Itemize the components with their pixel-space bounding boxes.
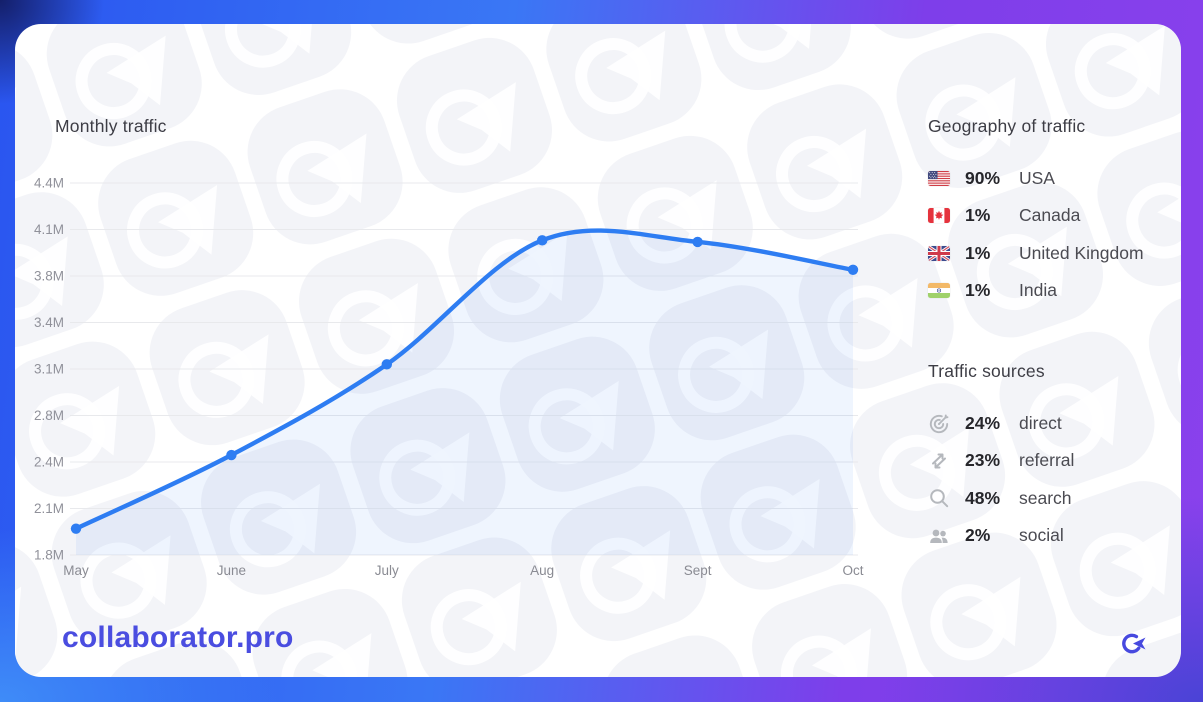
source-percent: 24% — [965, 413, 1001, 434]
monthly-traffic-line-chart: 4.4M 4.1M 3.8M 3.4M 3.1M 2.8M 2.4M 2.1M 1.8M May… — [34, 176, 864, 579]
data-point — [70, 523, 82, 534]
y-axis-tick-labels: 4.4M 4.1M 3.8M 3.4M 3.1M 2.8M 2.4M 2.1M 1.8M — [34, 176, 64, 563]
source-percent: 2% — [965, 525, 991, 546]
data-point — [537, 235, 548, 246]
x-tick-label: Oct — [842, 563, 863, 578]
geo-row-canada: 1% Canada — [928, 197, 1174, 234]
data-point — [381, 359, 392, 370]
traffic-sources-title: Traffic sources — [928, 361, 1045, 381]
canada-flag-icon — [928, 208, 950, 224]
source-label: social — [1019, 525, 1064, 546]
geo-row-uk: 1% United Kingdom — [928, 235, 1174, 272]
search-icon — [928, 487, 950, 509]
y-tick-label: 2.1M — [34, 501, 64, 516]
source-percent: 23% — [965, 450, 1001, 471]
x-tick-label: Aug — [530, 563, 554, 578]
source-row-referral: 23% referral — [928, 442, 1174, 479]
target-icon — [928, 413, 950, 435]
source-label: referral — [1019, 450, 1075, 471]
y-tick-label: 1.8M — [34, 548, 64, 563]
x-tick-label: July — [375, 563, 399, 578]
y-tick-label: 3.1M — [34, 362, 64, 377]
chart-title: Monthly traffic — [55, 116, 167, 136]
geo-label: USA — [1019, 168, 1055, 189]
source-label: direct — [1019, 413, 1062, 434]
y-tick-label: 2.8M — [34, 408, 64, 423]
users-icon — [928, 525, 950, 547]
referral-arrows-icon — [928, 450, 950, 472]
report-card: Monthly traffic 4.4M 4.1M 3.8M 3.4M 3.1M 2.8M… — [15, 24, 1181, 677]
source-row-search: 48% search — [928, 480, 1174, 517]
collaborator-logo-icon — [1122, 633, 1146, 654]
geo-percent: 90% — [965, 168, 1001, 189]
data-point — [847, 264, 859, 275]
y-tick-label: 4.4M — [34, 176, 64, 191]
usa-flag-icon — [928, 171, 950, 187]
chart-area-fill — [76, 230, 853, 555]
geo-label: Canada — [1019, 205, 1081, 226]
geo-percent: 1% — [965, 205, 991, 226]
geo-percent: 1% — [965, 242, 991, 263]
data-point — [226, 449, 237, 461]
geo-label: India — [1019, 280, 1057, 301]
traffic-sources-section: Traffic sources 24% — [928, 361, 1174, 554]
source-percent: 48% — [965, 487, 1001, 508]
y-tick-label: 2.4M — [34, 455, 64, 470]
x-tick-label: Sept — [684, 563, 712, 578]
geography-title: Geography of traffic — [928, 116, 1086, 136]
geo-row-india: 1% India — [928, 272, 1174, 309]
data-point — [692, 236, 703, 248]
x-tick-label: June — [217, 563, 246, 578]
x-tick-label: May — [63, 563, 89, 578]
geo-percent: 1% — [965, 280, 991, 301]
x-axis-tick-labels: May June July Aug Sept Oct — [63, 563, 864, 578]
geo-row-usa: 90% USA — [928, 160, 1174, 197]
source-row-direct: 24% direct — [928, 405, 1174, 442]
uk-flag-icon — [928, 245, 950, 261]
source-row-social: 2% social — [928, 517, 1174, 554]
geography-section: Geography of traffic — [928, 116, 1174, 309]
india-flag-icon — [928, 283, 950, 299]
source-label: search — [1019, 487, 1072, 508]
geo-label: United Kingdom — [1019, 242, 1144, 263]
y-tick-label: 4.1M — [34, 222, 64, 237]
y-tick-label: 3.4M — [34, 315, 64, 330]
y-tick-label: 3.8M — [34, 269, 64, 284]
brand-wordmark[interactable]: collaborator.pro — [62, 621, 294, 654]
